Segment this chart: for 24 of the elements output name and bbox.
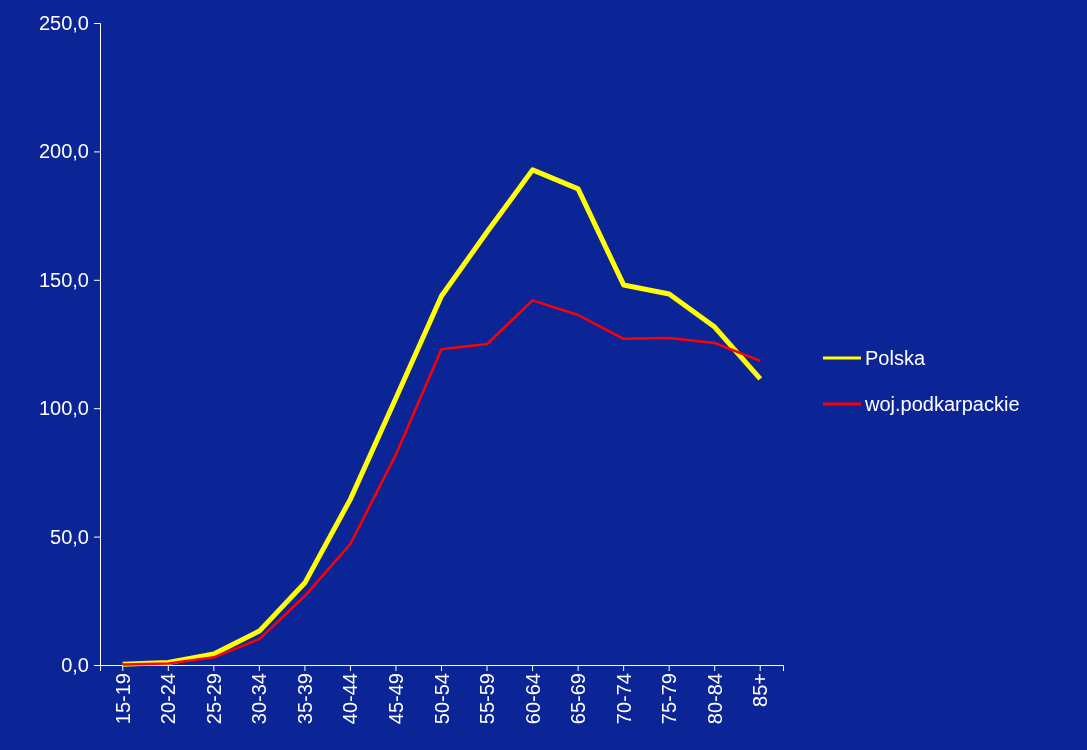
x-tick-label: 60-64 <box>521 673 544 725</box>
x-tick-label: 40-44 <box>339 673 362 725</box>
x-tick-label: 30-34 <box>248 673 271 725</box>
line-series <box>121 299 762 666</box>
y-tick-label: 0,0 <box>61 653 89 676</box>
x-tick-label: 15-19 <box>111 673 134 725</box>
legend-label: Polska <box>865 347 926 369</box>
y-tick-label: 100,0 <box>38 397 89 420</box>
x-tick-label: 55-59 <box>476 673 499 725</box>
y-tick-label: 200,0 <box>38 140 89 163</box>
y-tick-label: 50,0 <box>50 525 89 548</box>
x-tick-label: 70-74 <box>612 673 635 725</box>
y-tick-label: 150,0 <box>38 268 89 291</box>
x-tick-label: 35-39 <box>293 673 316 725</box>
x-tick-label: 50-54 <box>430 673 453 725</box>
x-tick-label: 25-29 <box>202 673 225 725</box>
x-tick-label: 20-24 <box>157 673 180 725</box>
y-tick-label: 250,0 <box>38 11 89 34</box>
x-tick-label: 45-49 <box>384 673 407 725</box>
legend-label: woj.podkarpackie <box>864 393 1020 415</box>
x-tick-label: 85+ <box>749 673 772 707</box>
x-tick-label: 75-79 <box>658 673 681 725</box>
x-tick-label: 65-69 <box>567 673 590 725</box>
x-tick-label: 80-84 <box>703 673 726 725</box>
